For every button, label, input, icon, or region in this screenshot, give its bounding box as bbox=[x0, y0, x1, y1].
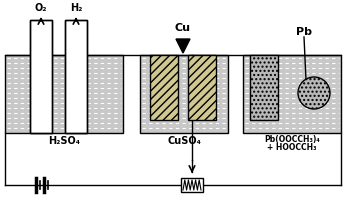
Bar bbox=[66, 55, 86, 132]
Bar bbox=[250, 55, 278, 120]
Bar bbox=[243, 55, 341, 133]
Bar bbox=[5, 55, 123, 133]
Polygon shape bbox=[176, 39, 190, 53]
Text: H₂: H₂ bbox=[70, 3, 82, 13]
Text: CuSO₄: CuSO₄ bbox=[167, 136, 201, 146]
Bar bbox=[140, 55, 228, 133]
Text: Pb(OOCCH₃)₄: Pb(OOCCH₃)₄ bbox=[264, 135, 320, 144]
Bar bbox=[181, 178, 203, 192]
Text: O₂: O₂ bbox=[35, 3, 47, 13]
Circle shape bbox=[298, 77, 330, 109]
Text: Pb: Pb bbox=[296, 27, 312, 37]
Bar bbox=[30, 20, 52, 133]
Bar bbox=[31, 55, 51, 132]
Text: Cu: Cu bbox=[175, 23, 191, 33]
Bar bbox=[30, 20, 52, 133]
Bar bbox=[150, 55, 178, 120]
Bar bbox=[65, 20, 87, 133]
Bar bbox=[188, 55, 216, 120]
Bar bbox=[65, 20, 87, 133]
Text: + HOOCCH₃: + HOOCCH₃ bbox=[267, 143, 317, 152]
Text: H₂SO₄: H₂SO₄ bbox=[48, 136, 80, 146]
Bar bbox=[140, 55, 228, 133]
Bar bbox=[5, 55, 123, 133]
Bar bbox=[243, 55, 341, 133]
